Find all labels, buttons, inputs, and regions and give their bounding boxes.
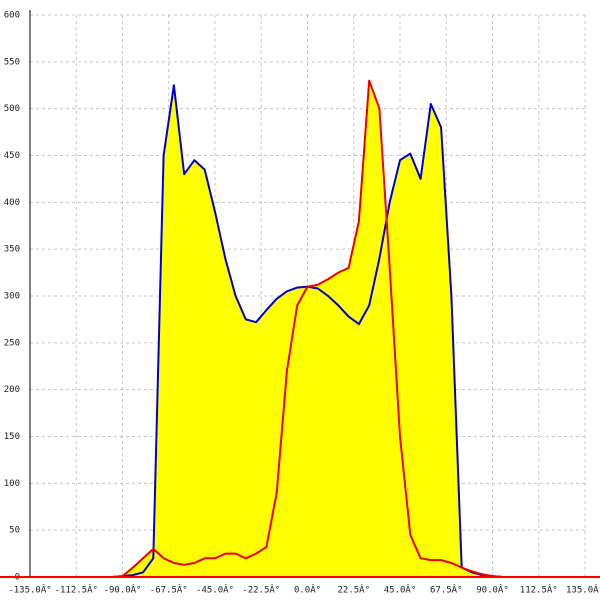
y-tick-label: 400 bbox=[4, 198, 20, 208]
y-tick-label: 350 bbox=[4, 245, 20, 255]
y-tick-label: 450 bbox=[4, 151, 20, 161]
x-tick-label: 0.0Â° bbox=[294, 584, 321, 596]
y-tick-label: 200 bbox=[4, 385, 20, 395]
x-tick-label: -45.0Â° bbox=[196, 584, 234, 596]
y-tick-label: 250 bbox=[4, 338, 20, 348]
x-tick-label: -112.5Â° bbox=[55, 584, 98, 596]
y-tick-label: 150 bbox=[4, 432, 20, 442]
x-tick-label: -135.0Â° bbox=[8, 584, 51, 596]
x-tick-label: 45.0Â° bbox=[384, 584, 417, 596]
y-tick-label: 300 bbox=[4, 292, 20, 302]
x-tick-label: -67.5Â° bbox=[150, 584, 188, 596]
x-tick-label: 90.0Â° bbox=[476, 584, 509, 596]
y-tick-label: 550 bbox=[4, 57, 20, 67]
series-line bbox=[101, 79, 514, 578]
y-tick-label: 600 bbox=[4, 11, 20, 21]
y-tick-label: 50 bbox=[9, 526, 20, 536]
x-tick-label: 135.0Â° bbox=[566, 584, 600, 596]
area bbox=[101, 80, 514, 577]
x-tick-label: 22.5Â° bbox=[337, 584, 370, 596]
x-tick-label: 67.5Â° bbox=[430, 584, 463, 596]
y-tick-label: 100 bbox=[4, 479, 20, 489]
x-tick-label: -90.0Â° bbox=[104, 584, 142, 596]
x-tick-label: 112.5Â° bbox=[520, 584, 558, 596]
x-tick-label: -22.5Â° bbox=[242, 584, 280, 596]
y-tick-label: 500 bbox=[4, 104, 20, 114]
